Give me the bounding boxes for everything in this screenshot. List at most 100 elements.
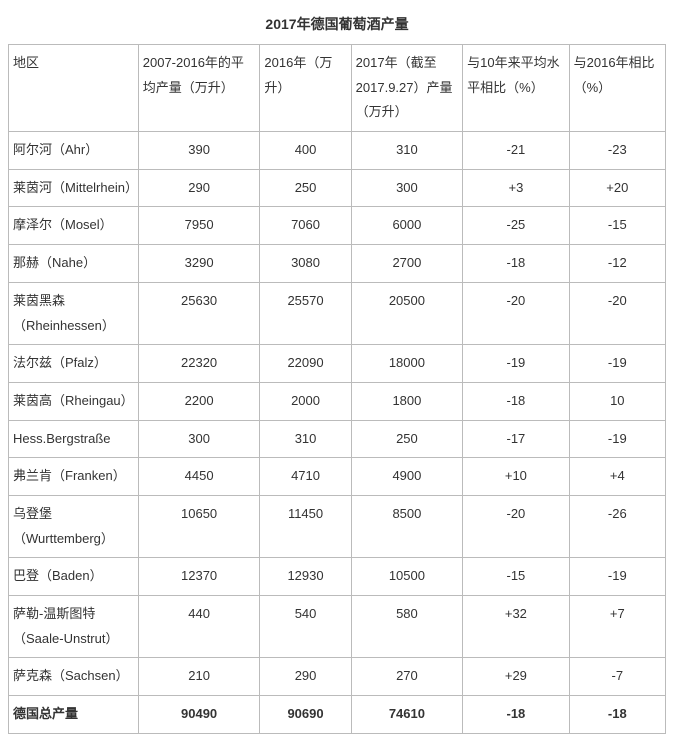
cell-vs16: -19 bbox=[569, 558, 665, 596]
cell-region: 萨勒-温斯图特（Saale-Unstrut） bbox=[9, 596, 139, 658]
col-region: 地区 bbox=[9, 45, 139, 132]
cell-region: 那赫（Nahe） bbox=[9, 245, 139, 283]
cell-2016: 290 bbox=[260, 658, 351, 696]
col-2017: 2017年（截至2017.9.27）产量（万升） bbox=[351, 45, 463, 132]
col-vs10: 与10年来平均水平相比（%） bbox=[463, 45, 569, 132]
cell-2017: 10500 bbox=[351, 558, 463, 596]
cell-vs10: -18 bbox=[463, 382, 569, 420]
table-title: 2017年德国葡萄酒产量 bbox=[8, 8, 666, 44]
cell-avg: 12370 bbox=[138, 558, 260, 596]
cell-avg: 25630 bbox=[138, 282, 260, 344]
cell-2016: 310 bbox=[260, 420, 351, 458]
cell-region: 莱茵河（Mittelrhein） bbox=[9, 169, 139, 207]
cell-region: 法尔兹（Pfalz） bbox=[9, 345, 139, 383]
cell-2017: 1800 bbox=[351, 382, 463, 420]
table-row: 莱茵高（Rheingau）220020001800-1810 bbox=[9, 382, 666, 420]
header-row: 地区 2007-2016年的平均产量（万升） 2016年（万升） 2017年（截… bbox=[9, 45, 666, 132]
cell-vs10: -21 bbox=[463, 132, 569, 170]
cell-vs16: -23 bbox=[569, 132, 665, 170]
cell-vs10: -18 bbox=[463, 245, 569, 283]
cell-vs10: -20 bbox=[463, 282, 569, 344]
cell-region: 莱茵高（Rheingau） bbox=[9, 382, 139, 420]
table-row: 巴登（Baden）123701293010500-15-19 bbox=[9, 558, 666, 596]
cell-avg: 290 bbox=[138, 169, 260, 207]
cell-region: Hess.Bergstraße bbox=[9, 420, 139, 458]
cell-vs16: +20 bbox=[569, 169, 665, 207]
cell-2016: 90690 bbox=[260, 696, 351, 734]
cell-2017: 18000 bbox=[351, 345, 463, 383]
table-row: 弗兰肯（Franken）445047104900+10+4 bbox=[9, 458, 666, 496]
cell-avg: 90490 bbox=[138, 696, 260, 734]
cell-2016: 250 bbox=[260, 169, 351, 207]
cell-2017: 300 bbox=[351, 169, 463, 207]
cell-avg: 300 bbox=[138, 420, 260, 458]
table-row: 莱茵黑森（Rheinhessen）256302557020500-20-20 bbox=[9, 282, 666, 344]
cell-avg: 440 bbox=[138, 596, 260, 658]
cell-2016: 3080 bbox=[260, 245, 351, 283]
cell-region: 德国总产量 bbox=[9, 696, 139, 734]
cell-vs10: -25 bbox=[463, 207, 569, 245]
cell-vs10: +29 bbox=[463, 658, 569, 696]
cell-vs16: -7 bbox=[569, 658, 665, 696]
cell-avg: 10650 bbox=[138, 495, 260, 557]
table-row: Hess.Bergstraße300310250-17-19 bbox=[9, 420, 666, 458]
cell-2017: 20500 bbox=[351, 282, 463, 344]
table-row: 萨克森（Sachsen）210290270+29-7 bbox=[9, 658, 666, 696]
cell-2016: 11450 bbox=[260, 495, 351, 557]
cell-2016: 7060 bbox=[260, 207, 351, 245]
cell-region: 莱茵黑森（Rheinhessen） bbox=[9, 282, 139, 344]
table-row: 德国总产量904909069074610-18-18 bbox=[9, 696, 666, 734]
cell-vs10: -19 bbox=[463, 345, 569, 383]
cell-vs10: +10 bbox=[463, 458, 569, 496]
cell-2017: 8500 bbox=[351, 495, 463, 557]
table-row: 莱茵河（Mittelrhein）290250300+3+20 bbox=[9, 169, 666, 207]
cell-vs10: -18 bbox=[463, 696, 569, 734]
cell-region: 乌登堡（Wurttemberg） bbox=[9, 495, 139, 557]
cell-2017: 310 bbox=[351, 132, 463, 170]
cell-2017: 4900 bbox=[351, 458, 463, 496]
col-vs16: 与2016年相比（%） bbox=[569, 45, 665, 132]
cell-avg: 3290 bbox=[138, 245, 260, 283]
table-row: 法尔兹（Pfalz）223202209018000-19-19 bbox=[9, 345, 666, 383]
cell-2017: 270 bbox=[351, 658, 463, 696]
cell-vs16: +4 bbox=[569, 458, 665, 496]
cell-avg: 2200 bbox=[138, 382, 260, 420]
cell-2016: 25570 bbox=[260, 282, 351, 344]
cell-avg: 210 bbox=[138, 658, 260, 696]
table-row: 乌登堡（Wurttemberg）10650114508500-20-26 bbox=[9, 495, 666, 557]
cell-vs10: -15 bbox=[463, 558, 569, 596]
cell-2017: 6000 bbox=[351, 207, 463, 245]
cell-vs16: -19 bbox=[569, 420, 665, 458]
cell-vs16: 10 bbox=[569, 382, 665, 420]
table-row: 摩泽尔（Mosel）795070606000-25-15 bbox=[9, 207, 666, 245]
cell-region: 摩泽尔（Mosel） bbox=[9, 207, 139, 245]
cell-vs16: -15 bbox=[569, 207, 665, 245]
cell-vs16: -20 bbox=[569, 282, 665, 344]
cell-vs16: -18 bbox=[569, 696, 665, 734]
cell-2017: 250 bbox=[351, 420, 463, 458]
cell-2016: 2000 bbox=[260, 382, 351, 420]
col-avg: 2007-2016年的平均产量（万升） bbox=[138, 45, 260, 132]
cell-vs16: +7 bbox=[569, 596, 665, 658]
table-row: 那赫（Nahe）329030802700-18-12 bbox=[9, 245, 666, 283]
cell-vs16: -19 bbox=[569, 345, 665, 383]
cell-2017: 2700 bbox=[351, 245, 463, 283]
col-2016: 2016年（万升） bbox=[260, 45, 351, 132]
cell-avg: 22320 bbox=[138, 345, 260, 383]
cell-2017: 74610 bbox=[351, 696, 463, 734]
cell-vs10: -20 bbox=[463, 495, 569, 557]
cell-2016: 400 bbox=[260, 132, 351, 170]
table-row: 萨勒-温斯图特（Saale-Unstrut）440540580+32+7 bbox=[9, 596, 666, 658]
wine-production-table: 地区 2007-2016年的平均产量（万升） 2016年（万升） 2017年（截… bbox=[8, 44, 666, 734]
cell-avg: 4450 bbox=[138, 458, 260, 496]
cell-vs10: +32 bbox=[463, 596, 569, 658]
cell-vs10: -17 bbox=[463, 420, 569, 458]
cell-region: 阿尔河（Ahr） bbox=[9, 132, 139, 170]
cell-avg: 390 bbox=[138, 132, 260, 170]
table-row: 阿尔河（Ahr）390400310-21-23 bbox=[9, 132, 666, 170]
cell-2016: 12930 bbox=[260, 558, 351, 596]
cell-region: 萨克森（Sachsen） bbox=[9, 658, 139, 696]
cell-region: 弗兰肯（Franken） bbox=[9, 458, 139, 496]
cell-2016: 4710 bbox=[260, 458, 351, 496]
cell-vs16: -26 bbox=[569, 495, 665, 557]
